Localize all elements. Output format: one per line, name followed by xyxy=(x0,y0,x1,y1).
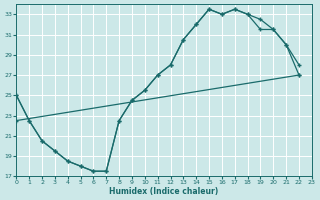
X-axis label: Humidex (Indice chaleur): Humidex (Indice chaleur) xyxy=(109,187,219,196)
